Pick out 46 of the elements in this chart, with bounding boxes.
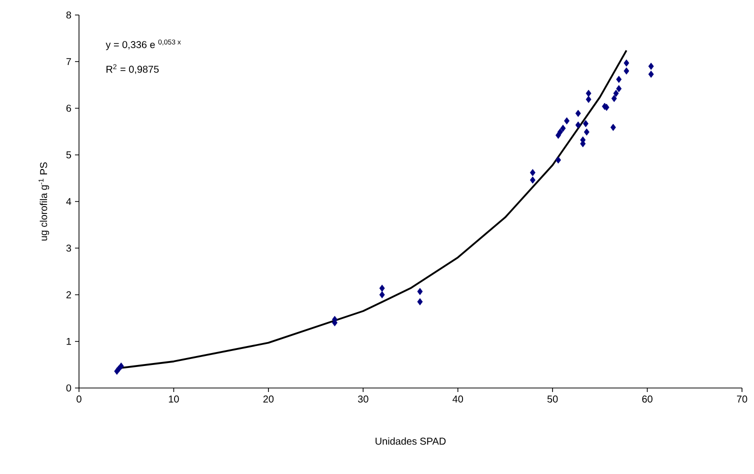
x-axis-title: Unidades SPAD <box>376 437 446 445</box>
x-tick-label: 70 <box>736 396 748 403</box>
point <box>624 67 630 75</box>
point <box>557 128 563 136</box>
point <box>610 124 616 131</box>
x-tick-label: 30 <box>358 396 368 403</box>
point <box>586 90 592 97</box>
y-tick-label: 4 <box>66 198 72 205</box>
y-tick-label: 2 <box>66 291 71 298</box>
x-tick-label: 60 <box>642 396 652 403</box>
y-tick-label: 7 <box>66 58 71 66</box>
point <box>530 176 536 184</box>
y-tick-label: 1 <box>66 338 72 345</box>
annotation: y = 0,336 e $^{0,053 x}$ <box>106 40 181 50</box>
point <box>564 117 570 124</box>
point <box>616 85 622 92</box>
point <box>417 288 423 296</box>
point <box>379 291 385 298</box>
point <box>648 62 654 70</box>
y-tick-label: 8 <box>66 11 72 19</box>
point <box>648 70 654 78</box>
point <box>616 76 622 83</box>
point <box>575 121 581 129</box>
point <box>417 298 423 306</box>
point <box>118 362 124 370</box>
point <box>530 169 536 176</box>
y-tick-label: 0 <box>66 384 72 392</box>
point <box>584 128 590 136</box>
y-axis-title: ug clorofila g$^{-1}$ PS <box>38 162 50 240</box>
point <box>624 59 630 67</box>
point <box>560 124 566 132</box>
annotation: R$^{2}$ = 0,9875 <box>106 64 159 74</box>
point <box>575 110 581 117</box>
x-tick-label: 20 <box>263 396 274 403</box>
point <box>379 284 385 292</box>
point <box>613 90 619 97</box>
y-tick-label: 6 <box>66 104 72 112</box>
point <box>586 96 592 103</box>
x-tick-label: 50 <box>547 396 558 403</box>
point <box>582 120 588 128</box>
x-tick-label: 0 <box>76 396 82 403</box>
y-tick-label: 3 <box>66 244 72 252</box>
y-tick-label: 5 <box>66 151 72 158</box>
x-tick-label: 40 <box>452 396 464 403</box>
point <box>611 94 617 102</box>
x-tick-label: 10 <box>168 396 179 403</box>
